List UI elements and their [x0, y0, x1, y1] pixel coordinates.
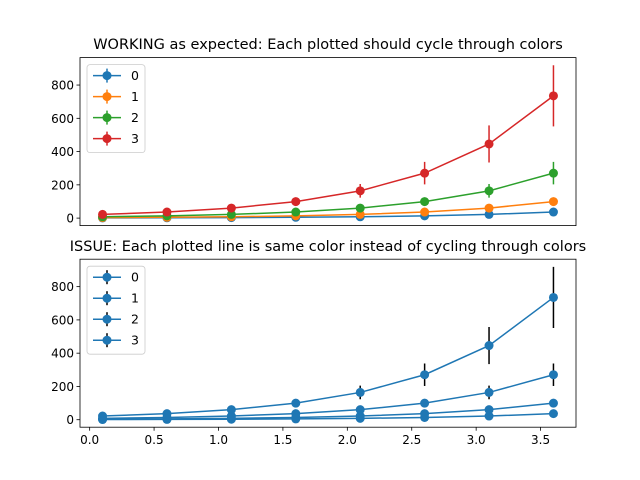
- subplot-bottom: 0 200 400 600 800 0.0 0.5 1.0 1.5 2.0 2.5 3.0 3.5 0 1 2…: [51, 258, 577, 447]
- x-tick-label: 0.0: [80, 433, 99, 447]
- legend-label: 0: [131, 270, 139, 285]
- data-point: [226, 405, 236, 415]
- data-point: [548, 168, 558, 178]
- y-tick-label: 200: [51, 178, 74, 192]
- legend-label: 1: [131, 291, 139, 306]
- legend-marker: [102, 314, 112, 324]
- series-line-1: [102, 402, 554, 420]
- data-point: [162, 409, 172, 419]
- y-tick-label: 400: [51, 145, 74, 159]
- x-tick-label: 3.5: [531, 433, 550, 447]
- data-point: [355, 186, 365, 196]
- x-tick-label: 1.5: [273, 433, 292, 447]
- data-point: [291, 409, 301, 419]
- data-point: [548, 398, 558, 408]
- chart-title-bottom: ISSUE: Each plotted line is same color i…: [70, 239, 586, 255]
- series-line-2: [102, 374, 554, 420]
- legend-label: 1: [131, 89, 139, 104]
- data-point: [548, 197, 558, 207]
- axes-frame: [79, 57, 577, 226]
- chart-title-top: WORKING as expected: Each plotted should…: [93, 37, 563, 53]
- x-tick-label: 1.0: [209, 433, 228, 447]
- data-point: [484, 186, 494, 196]
- data-point: [162, 207, 172, 217]
- data-point: [226, 411, 236, 421]
- data-point: [355, 387, 365, 397]
- data-point: [484, 203, 494, 213]
- y-tick-label: 0: [66, 212, 74, 226]
- y-tick-label: 200: [51, 380, 74, 394]
- x-tick-label: 2.5: [402, 433, 421, 447]
- y-tick-label: 800: [51, 79, 74, 93]
- legend-marker: [102, 92, 112, 102]
- data-point: [548, 292, 558, 302]
- y-tick-label: 800: [51, 280, 74, 294]
- data-point: [355, 405, 365, 415]
- data-point: [98, 411, 108, 421]
- data-point: [484, 209, 494, 219]
- legend-label: 2: [131, 110, 139, 125]
- legend-label: 3: [131, 333, 139, 348]
- legend-box: [86, 265, 146, 355]
- data-point: [291, 207, 301, 217]
- data-point: [420, 168, 430, 178]
- legend-marker: [102, 272, 112, 282]
- data-point: [548, 409, 558, 419]
- data-point: [548, 370, 558, 380]
- data-point: [484, 341, 494, 351]
- data-point: [291, 398, 301, 408]
- series-line-3: [102, 95, 554, 216]
- y-tick-label: 600: [51, 313, 74, 327]
- subplot-top: 0 200 400 600 800 0 1 2 3: [51, 57, 577, 226]
- legend: 0 1 2 3: [86, 64, 146, 153]
- x-tick-label: 3.0: [467, 433, 486, 447]
- legend-marker: [102, 134, 112, 144]
- x-tick-label: 0.5: [145, 433, 164, 447]
- data-point: [355, 411, 365, 421]
- data-point: [98, 209, 108, 219]
- data-point: [420, 370, 430, 380]
- data-point: [355, 203, 365, 213]
- legend-label: 3: [131, 131, 139, 146]
- legend-label: 2: [131, 312, 139, 327]
- legend-marker: [102, 335, 112, 345]
- data-point: [484, 411, 494, 421]
- data-point: [420, 398, 430, 408]
- legend-label: 0: [131, 68, 139, 83]
- y-tick-label: 600: [51, 112, 74, 126]
- legend-marker: [102, 293, 112, 303]
- data-point: [226, 209, 236, 219]
- series-line-1: [102, 200, 554, 219]
- x-tick-label: 2.0: [338, 433, 357, 447]
- y-tick-label: 400: [51, 347, 74, 361]
- data-point: [484, 139, 494, 149]
- data-point: [484, 387, 494, 397]
- series-line-3: [102, 296, 554, 417]
- data-point: [484, 405, 494, 415]
- legend-marker: [102, 71, 112, 81]
- data-point: [291, 197, 301, 207]
- legend-box: [86, 64, 146, 153]
- axes-frame: [79, 258, 577, 428]
- data-point: [420, 207, 430, 217]
- legend-marker: [102, 113, 112, 123]
- data-point: [420, 197, 430, 207]
- y-tick-label: 0: [66, 413, 74, 427]
- data-point: [226, 203, 236, 213]
- data-point: [420, 409, 430, 419]
- legend: 0 1 2 3: [86, 265, 146, 355]
- data-point: [355, 209, 365, 219]
- series-line-2: [102, 172, 554, 218]
- data-point: [548, 91, 558, 101]
- data-point: [548, 207, 558, 217]
